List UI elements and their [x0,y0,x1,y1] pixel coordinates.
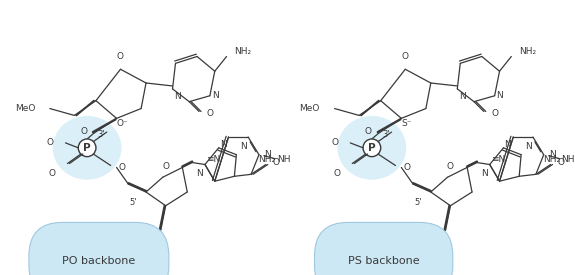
Text: 5': 5' [129,198,137,207]
Text: NH₂: NH₂ [543,155,560,164]
Text: ≡N: ≡N [491,155,505,164]
Text: 5': 5' [414,198,422,207]
Text: P: P [83,143,91,153]
Text: N: N [459,92,466,101]
Ellipse shape [338,116,407,180]
Text: OMe: OMe [424,256,445,265]
Text: MeO: MeO [15,104,35,113]
Text: O: O [558,158,565,167]
Text: PO backbone: PO backbone [62,256,136,266]
Text: N: N [240,142,247,151]
Text: O: O [403,163,411,172]
Text: N: N [481,169,488,178]
Text: O: O [47,138,53,147]
Text: O: O [118,163,125,172]
Text: O: O [273,158,279,167]
Text: O: O [162,162,169,171]
Text: O: O [334,169,340,178]
Text: O: O [80,126,87,136]
Text: O: O [207,109,214,118]
Text: O: O [402,53,409,61]
Text: O: O [332,138,339,147]
Text: N: N [549,150,555,159]
Text: NH₂: NH₂ [258,155,275,164]
Ellipse shape [53,116,121,180]
Text: NH₂: NH₂ [519,47,536,56]
Text: O: O [117,53,124,61]
Text: O: O [447,162,454,171]
Text: N: N [264,150,271,159]
Text: 3': 3' [97,130,105,139]
Text: NH₂: NH₂ [235,47,251,56]
Text: O: O [49,169,56,178]
Text: NH: NH [277,155,290,164]
Text: O: O [365,126,372,136]
Text: 3': 3' [382,130,389,139]
Text: S⁻: S⁻ [401,119,412,128]
Text: N: N [525,142,532,151]
Text: N: N [212,91,218,100]
Text: N: N [497,91,503,100]
Text: O⁻: O⁻ [117,119,128,128]
Text: O: O [492,109,499,118]
Text: N: N [220,140,227,149]
Text: NH: NH [561,155,575,164]
Text: N: N [196,169,203,178]
Text: MeO: MeO [300,104,320,113]
Text: PS backbone: PS backbone [348,256,420,266]
Circle shape [78,139,96,157]
Text: N: N [174,92,181,101]
Text: P: P [368,143,375,153]
Text: N: N [505,140,511,149]
Text: ≡N: ≡N [206,155,221,164]
Circle shape [363,139,381,157]
Text: OMe: OMe [140,256,160,265]
